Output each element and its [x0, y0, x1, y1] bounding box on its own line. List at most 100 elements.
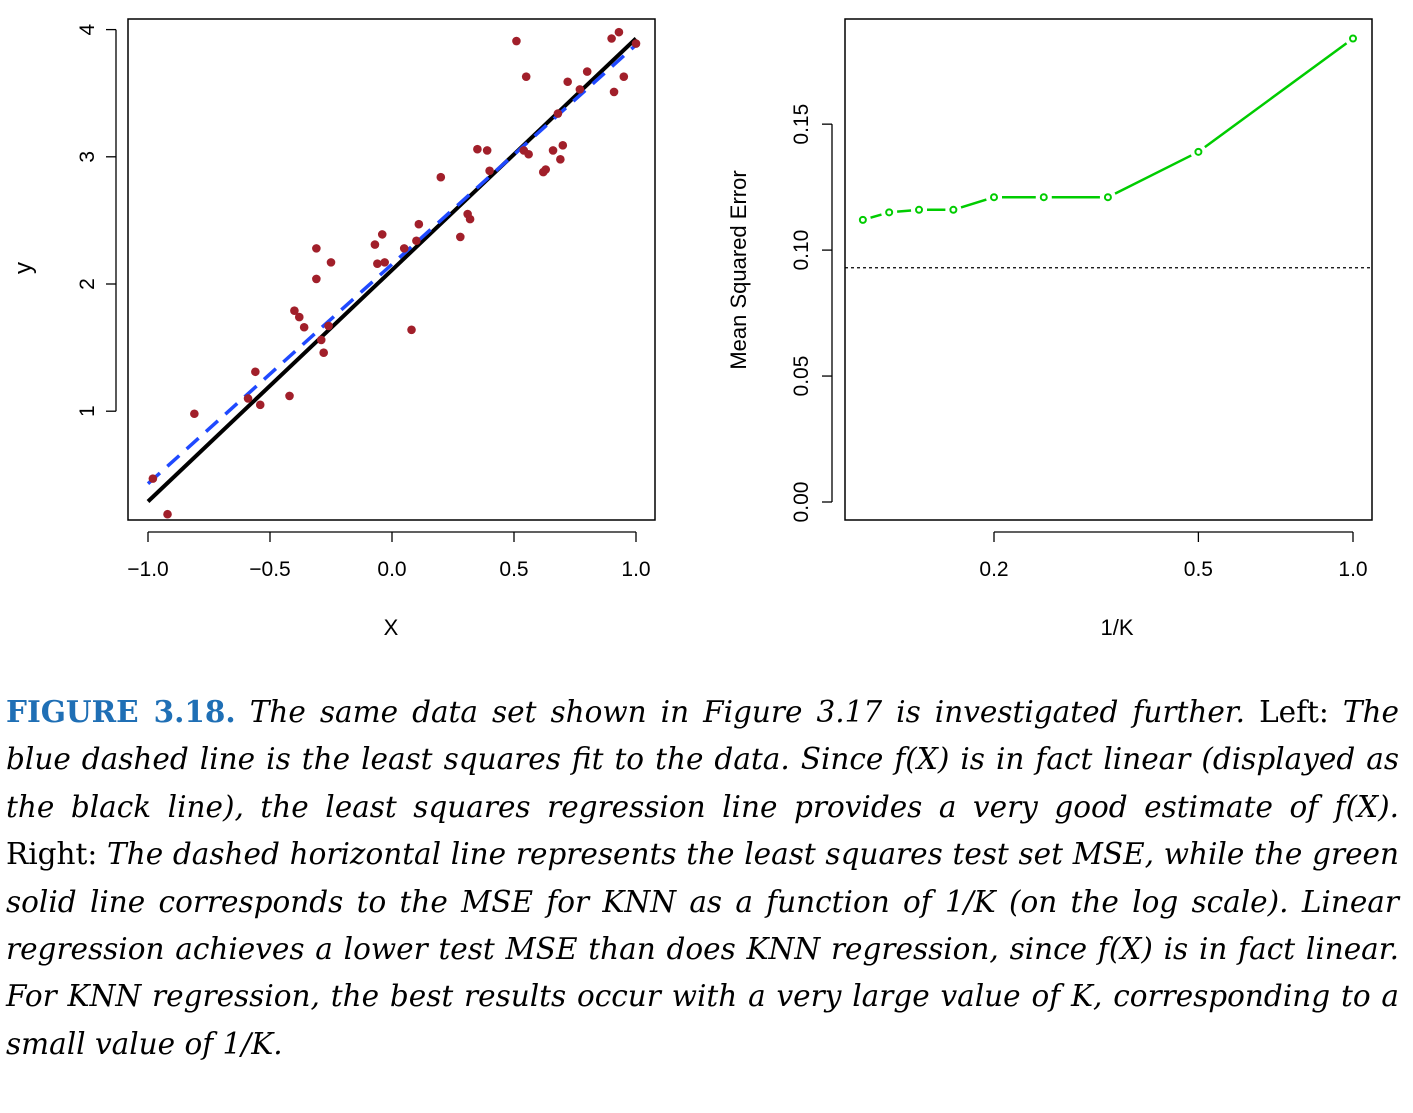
- data-point: [255, 400, 265, 410]
- data-point: [190, 409, 199, 419]
- data-point: [324, 321, 333, 331]
- x-tick-label: 0.5: [1184, 558, 1213, 581]
- data-point: [294, 312, 304, 322]
- y-tick-label: 2: [76, 278, 99, 290]
- data-point: [563, 77, 572, 87]
- left-y-axis: 1 2 3 4: [76, 23, 117, 417]
- data-point: [399, 244, 409, 253]
- x-tick-label: −0.5: [249, 558, 290, 581]
- data-point: [512, 36, 521, 46]
- data-point: [614, 27, 624, 37]
- data-point: [290, 306, 299, 316]
- x-tick-label: 0.0: [377, 558, 406, 581]
- mse-point: [1194, 147, 1203, 156]
- y-tick-label: 0.10: [790, 230, 813, 271]
- data-point: [326, 258, 336, 267]
- mse-point: [990, 193, 998, 202]
- data-point: [521, 72, 531, 81]
- left-x-axis: −1.0 −0.5 0.0 0.5 1.0: [127, 531, 651, 581]
- figure-panels: −1.0 −0.5 0.0 0.5 1.0 1 2 3 4 X y 0.2 0.5 1.0 0.0…: [10, 18, 1373, 640]
- data-point: [243, 394, 253, 403]
- data-point: [312, 244, 321, 253]
- right-y-axis: 0.00 0.05 0.10 0.15: [790, 104, 833, 523]
- x-tick-label: 1.0: [1338, 558, 1367, 581]
- data-point: [370, 240, 380, 249]
- mse-point: [1349, 34, 1357, 43]
- y-tick-label: 0.05: [790, 356, 813, 397]
- right-x-axis-label: 1/K: [1100, 615, 1133, 640]
- mse-series-segment: [897, 209, 912, 213]
- data-point: [485, 166, 494, 176]
- data-point: [541, 165, 551, 174]
- data-point: [575, 85, 585, 94]
- right-knn-mse-series: [858, 34, 1357, 224]
- y-tick-label: 3: [76, 151, 99, 163]
- left-fit-lines: [146, 37, 638, 503]
- x-tick-label: −1.0: [127, 558, 168, 581]
- mse-point: [1103, 193, 1112, 202]
- data-point: [619, 72, 629, 81]
- right-y-axis-label: Mean Squared Error: [726, 170, 751, 369]
- left-scatter-panel: −1.0 −0.5 0.0 0.5 1.0 1 2 3 4 X y: [10, 18, 656, 640]
- data-point: [163, 509, 172, 519]
- data-point: [319, 348, 328, 357]
- y-tick-label: 0.00: [790, 482, 813, 523]
- data-point: [436, 172, 446, 182]
- caption-intro: The same data set shown in Figure 3.17 i…: [235, 695, 1246, 729]
- data-point: [465, 214, 475, 224]
- mse-point: [858, 215, 867, 224]
- right-x-axis: 0.2 0.5 1.0: [979, 531, 1368, 581]
- data-point: [582, 67, 592, 76]
- data-point: [556, 155, 565, 164]
- mse-point: [915, 205, 924, 214]
- left-data-points: [148, 27, 641, 519]
- caption-left-text: The blue dashed line is the least square…: [6, 695, 1399, 824]
- data-point: [148, 474, 158, 483]
- data-point: [524, 149, 533, 159]
- mse-point: [1039, 193, 1048, 202]
- data-point: [412, 236, 421, 246]
- mse-series-segment: [960, 198, 987, 209]
- y-tick-label: 1: [76, 405, 99, 417]
- x-tick-label: 1.0: [621, 558, 650, 581]
- right-mse-panel: 0.2 0.5 1.0 0.00 0.05 0.10 0.15 1/K Mean Squa…: [726, 18, 1373, 640]
- mse-series-segment: [1114, 154, 1192, 195]
- caption-figure-label: FIGURE 3.18.: [6, 694, 236, 729]
- mse-series-segment: [870, 213, 882, 219]
- data-point: [473, 144, 482, 154]
- data-point: [607, 34, 616, 43]
- left-y-axis-label: y: [10, 262, 37, 274]
- data-point: [414, 219, 424, 229]
- left-plot-frame: [127, 18, 656, 521]
- data-point: [380, 258, 389, 267]
- least-squares-fit-line: [146, 43, 638, 486]
- x-tick-label: 0.2: [979, 558, 1008, 581]
- data-point: [456, 232, 465, 242]
- data-point: [373, 259, 382, 268]
- caption-right-marker: Right:: [6, 837, 98, 872]
- data-point: [407, 325, 416, 335]
- data-point: [377, 230, 387, 239]
- caption-left-marker: Left:: [1259, 695, 1329, 729]
- data-point: [312, 274, 321, 284]
- data-point: [558, 141, 568, 150]
- true-function-line: [146, 37, 638, 503]
- data-point: [285, 391, 294, 401]
- data-point: [548, 146, 558, 155]
- data-point: [631, 39, 641, 48]
- data-point: [482, 146, 492, 155]
- caption-right-text: The dashed horizontal line represents th…: [6, 837, 1399, 1061]
- data-point: [299, 322, 309, 332]
- mse-point: [949, 205, 958, 214]
- left-x-axis-label: X: [384, 615, 399, 640]
- y-tick-label: 0.15: [790, 104, 813, 145]
- data-point: [609, 87, 619, 97]
- mse-point: [885, 208, 894, 217]
- figure-caption: FIGURE 3.18. The same data set shown in …: [6, 688, 1399, 1068]
- x-tick-label: 0.5: [499, 558, 528, 581]
- mse-series-segment: [1204, 42, 1348, 149]
- y-tick-label: 4: [76, 23, 99, 35]
- data-point: [251, 367, 260, 377]
- right-plot-frame: [844, 18, 1373, 521]
- data-point: [553, 109, 563, 118]
